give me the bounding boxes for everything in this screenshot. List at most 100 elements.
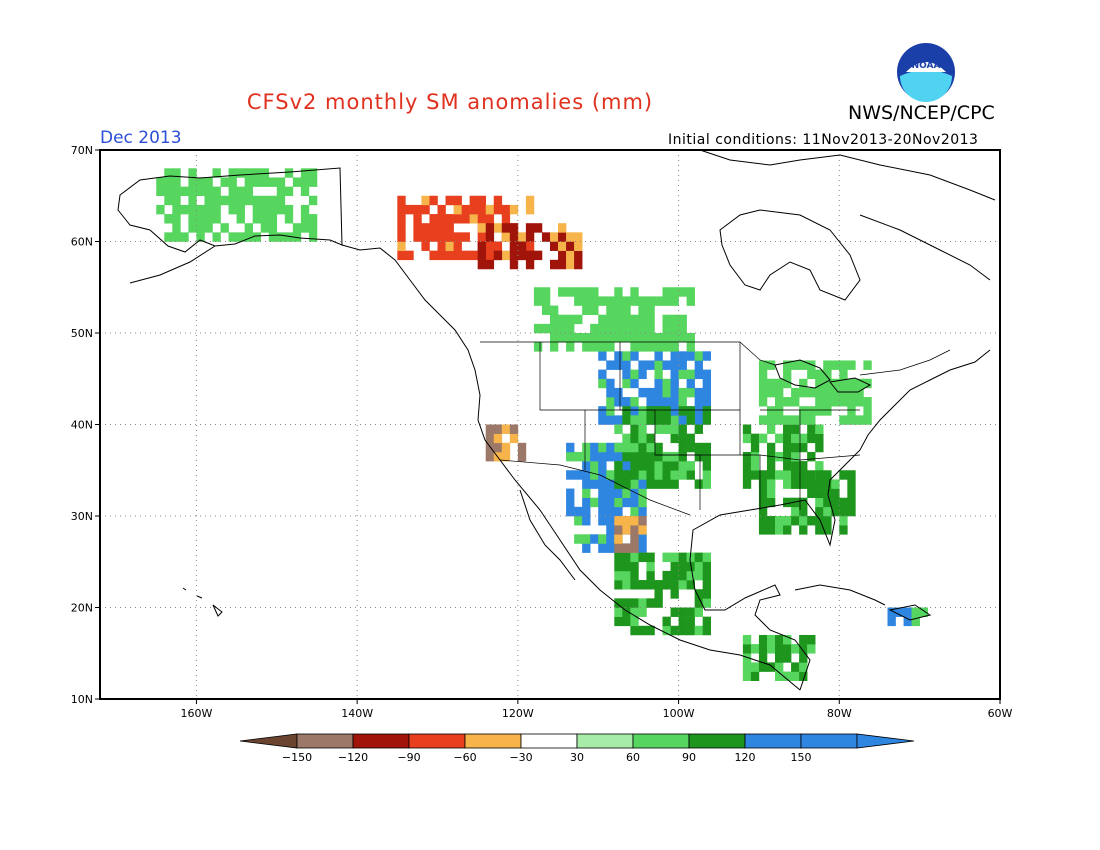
anomaly-cell: [252, 177, 262, 187]
anomaly-cell: [638, 543, 647, 553]
anomaly-cell: [799, 634, 808, 645]
anomaly-cell: [541, 287, 551, 297]
anomaly-cell: [750, 662, 760, 672]
anomaly-cell: [606, 342, 615, 352]
anomaly-cell: [678, 415, 687, 425]
anomaly-cell: [453, 250, 462, 261]
anomaly-cell: [678, 625, 687, 636]
anomaly-cell: [654, 415, 663, 425]
axis-labels: 70N 60N 50N 40N 30N 20N 10N 160W 140W 120W 100W 80W…: [71, 144, 1013, 720]
anomaly-cell: [654, 397, 663, 407]
anomaly-cell: [204, 214, 213, 224]
anomaly-region: [156, 168, 318, 242]
anomaly-cell: [509, 232, 519, 242]
anomaly-cell: [799, 662, 808, 672]
anomaly-cell: [284, 214, 294, 224]
anomaly-cell: [485, 214, 495, 224]
anomaly-cell: [550, 259, 559, 270]
anomaly-cell: [775, 397, 784, 407]
anomaly-cell: [646, 305, 655, 315]
anomaly-cell: [180, 186, 189, 197]
anomaly-cell: [903, 607, 912, 617]
anomaly-cell: [646, 296, 655, 306]
anomaly-cell: [630, 406, 639, 416]
anomaly-cell: [742, 424, 752, 434]
anomaly-cell: [791, 644, 800, 654]
anomaly-cell: [750, 442, 760, 453]
anomaly-cell: [590, 451, 599, 462]
anomaly-cell: [766, 442, 776, 453]
anomaly-cell: [831, 506, 840, 517]
anomaly-cell: [638, 525, 647, 535]
anomaly-cell: [566, 442, 575, 453]
anomaly-cell: [196, 214, 205, 224]
anomaly-cell: [308, 223, 318, 233]
colorbar-segment: [296, 733, 354, 749]
anomaly-cell: [300, 204, 310, 215]
anomaly-cell: [606, 442, 615, 453]
anomaly-cell: [766, 516, 776, 526]
anomaly-cell: [461, 204, 470, 215]
anomaly-cell: [694, 552, 703, 563]
anomaly-cell: [799, 497, 808, 508]
anomaly-cell: [783, 433, 792, 444]
anomaly-cell: [670, 406, 679, 416]
anomaly-cell: [646, 433, 655, 444]
anomaly-cell: [775, 671, 784, 681]
colorbar-segment: [688, 733, 746, 749]
anomaly-cell: [919, 607, 928, 617]
anomaly-cell: [405, 250, 414, 261]
anomaly-cell: [606, 387, 615, 398]
anomaly-cell: [686, 570, 695, 581]
anomaly-cell: [646, 479, 655, 489]
anomaly-cell: [646, 461, 655, 471]
anomaly-cell: [646, 342, 655, 352]
anomaly-cell: [766, 644, 776, 654]
anomaly-cell: [598, 534, 607, 544]
anomaly-cell: [791, 424, 800, 434]
anomaly-cell: [775, 653, 784, 663]
anomaly-cell: [638, 433, 647, 444]
anomaly-cell: [686, 607, 695, 617]
anomaly-region: [485, 424, 527, 462]
anomaly-cell: [638, 516, 647, 526]
anomaly-cell: [678, 287, 687, 297]
anomaly-cell: [533, 287, 543, 297]
anomaly-cell: [614, 506, 623, 517]
anomaly-cell: [582, 296, 591, 306]
anomaly-cell: [783, 653, 792, 663]
colorbar-segment: [576, 733, 634, 749]
anomaly-cell: [815, 378, 824, 389]
anomaly-cell: [582, 442, 591, 453]
anomaly-cell: [775, 451, 784, 462]
anomaly-cell: [686, 369, 695, 380]
anomaly-cell: [622, 442, 631, 453]
anomaly-cell: [566, 451, 575, 462]
anomaly-cell: [662, 287, 671, 297]
anomaly-cell: [598, 406, 607, 416]
anomaly-cell: [783, 415, 792, 425]
anomaly-cell: [172, 214, 181, 224]
anomaly-cell: [742, 662, 752, 672]
anomaly-cell: [188, 168, 197, 178]
anomaly-region: [477, 223, 583, 270]
anomaly-cell: [276, 204, 286, 215]
anomaly-cell: [670, 397, 679, 407]
anomaly-cell: [670, 433, 679, 444]
anomaly-cell: [501, 214, 511, 224]
anomaly-cell: [501, 204, 511, 215]
anomaly-cell: [694, 442, 703, 453]
anomaly-cell: [766, 415, 776, 425]
anomaly-cell: [694, 424, 703, 434]
anomaly-cell: [863, 406, 872, 416]
anomaly-cell: [525, 250, 535, 261]
lon-label: 120W: [502, 707, 534, 720]
anomaly-cell: [614, 497, 623, 508]
anomaly-cell: [164, 186, 173, 197]
anomaly-cell: [268, 232, 278, 242]
anomaly-cell: [702, 369, 712, 380]
anomaly-cell: [638, 323, 647, 334]
anomaly-cell: [799, 671, 808, 681]
anomaly-cell: [558, 333, 567, 343]
anomaly-cell: [815, 397, 824, 407]
